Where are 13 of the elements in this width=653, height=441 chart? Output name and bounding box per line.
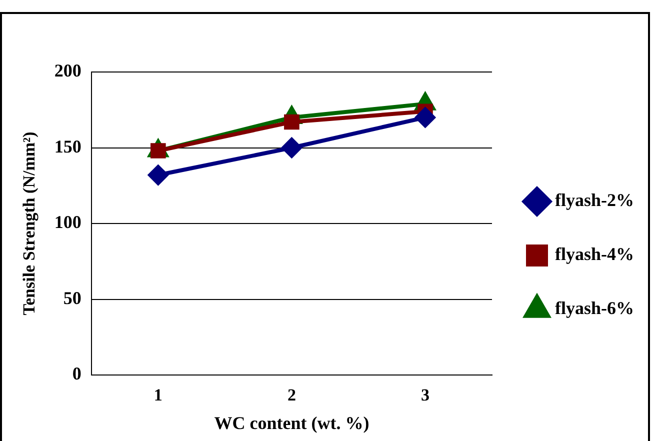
y-tick-label: 100 <box>54 212 82 232</box>
x-tick-label: 1 <box>154 386 162 405</box>
legend-label: flyash-6% <box>554 298 634 318</box>
y-axis-title: Tensile Strength (N/mm²) <box>20 132 39 316</box>
legend-label: flyash-2% <box>554 190 634 210</box>
legend-label: flyash-4% <box>554 244 634 264</box>
y-tick-label: 50 <box>63 288 82 308</box>
y-tick-label: 150 <box>54 136 82 156</box>
y-tick-label: 0 <box>72 364 82 384</box>
y-tick-label: 200 <box>54 60 82 81</box>
x-tick-label: 3 <box>420 386 430 405</box>
x-tick-label: 2 <box>287 386 296 405</box>
x-axis-title: WC content (wt. %) <box>214 412 370 433</box>
